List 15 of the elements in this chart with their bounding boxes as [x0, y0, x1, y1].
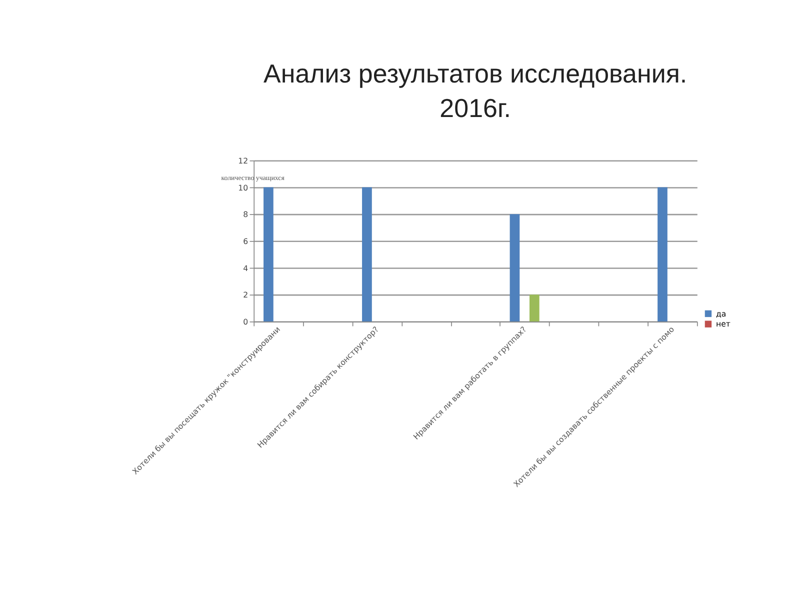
bar — [362, 187, 372, 322]
legend-label: да — [716, 309, 726, 318]
y-tick-label: 12 — [238, 156, 248, 166]
y-tick-label: 0 — [243, 318, 248, 327]
bar — [530, 294, 540, 322]
y-tick-label: 6 — [243, 236, 248, 246]
chart-title: Анализ результатов исследования. 2016г. — [264, 58, 688, 124]
y-tick-label: 4 — [243, 264, 248, 273]
y-tick-label: 10 — [238, 183, 248, 192]
bar — [658, 187, 668, 322]
y-tick-label: 8 — [243, 210, 248, 220]
bar — [510, 214, 520, 322]
legend-label: нет — [716, 320, 731, 329]
y-tick-label: 2 — [243, 290, 248, 300]
bar — [264, 187, 274, 322]
